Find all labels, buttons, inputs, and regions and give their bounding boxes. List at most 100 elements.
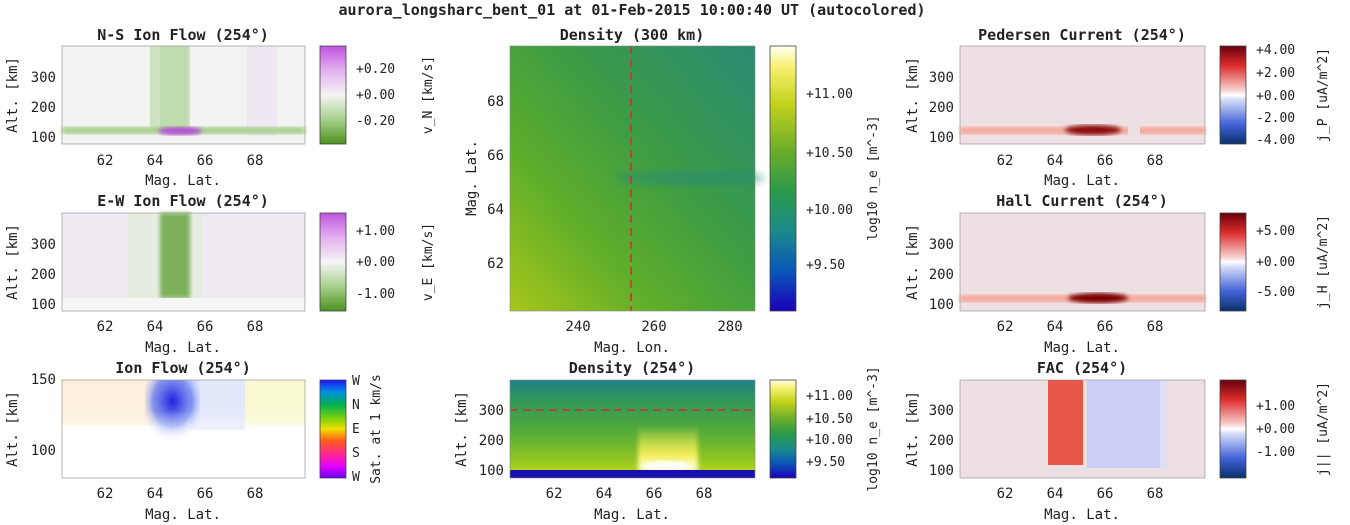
y-tick-label: 300	[929, 403, 954, 419]
y-tick-label: 300	[31, 70, 56, 86]
colorbar-tick: +9.50	[806, 455, 845, 470]
colorbar-tick: +5.00	[1256, 224, 1295, 239]
x-tick-label: 68	[1147, 319, 1164, 335]
colorbar: +1.00 +0.00 -1.00 v_E [km/s]	[319, 212, 436, 312]
colorbar-label: Sat. at 1 km/s	[369, 374, 384, 484]
y-tick-label: 300	[31, 237, 56, 253]
panel-density-300km: Density (300 km) 68 66 64 62 240 260 280…	[464, 26, 881, 356]
colorbar: +11.00 +10.50 +10.00 +9.50 log10 n_e [m^…	[769, 366, 881, 492]
x-axis-label: Mag. Lat.	[145, 340, 221, 356]
colorbar-tick: N	[352, 398, 360, 413]
y-tick-label: 100	[31, 443, 56, 459]
x-tick-label: 66	[1097, 153, 1114, 169]
x-tick-label: 64	[147, 319, 164, 335]
x-axis-label: Mag. Lat.	[594, 507, 670, 523]
y-tick-label: 200	[31, 100, 56, 116]
colorbar-tick: +0.00	[1256, 255, 1295, 270]
colorbar-tick: S	[352, 446, 360, 461]
colorbar-label: log10 n_e [m^-3]	[866, 115, 881, 240]
heatmap-field	[62, 46, 305, 144]
panel-hall-current: Hall Current (254°) 300 200 100 62 64 66…	[905, 192, 1331, 356]
y-axis-label: Alt. [km]	[454, 391, 470, 467]
colorbar: +1.00 +0.00 -1.00 j|| [uA/m^2]	[1219, 379, 1331, 479]
y-axis-label: Alt. [km]	[5, 224, 21, 300]
y-axis-label: Alt. [km]	[905, 57, 921, 133]
figure-title: aurora_longsharc_bent_01 at 01-Feb-2015 …	[339, 1, 926, 19]
y-tick-label: 62	[487, 256, 504, 272]
x-tick-label: 62	[997, 486, 1014, 502]
colorbar-tick: W	[352, 374, 360, 389]
x-tick-label: 68	[1147, 486, 1164, 502]
panel-ion-flow: Ion Flow (254°) 150 100 62 64 66 68 Mag.…	[5, 359, 384, 523]
panel-title: E-W Ion Flow (254°)	[97, 192, 269, 210]
x-tick-label: 240	[565, 319, 590, 335]
colorbar-tick: -1.00	[1256, 445, 1295, 460]
colorbar-tick: +10.00	[806, 203, 853, 218]
colorbar-tick: +4.00	[1256, 43, 1295, 58]
x-axis-label: Mag. Lat.	[145, 173, 221, 189]
y-ticks: 300 200 100	[929, 70, 954, 146]
panel-title: Density (254°)	[569, 359, 695, 377]
x-ticks: 62 64 66 68	[546, 486, 713, 502]
y-ticks: 300 200 100	[479, 403, 504, 479]
x-tick-label: 62	[997, 319, 1014, 335]
colorbar-tick: -5.00	[1256, 285, 1295, 300]
x-tick-label: 64	[1047, 319, 1064, 335]
colorbar: W N E S W Sat. at 1 km/s	[319, 374, 384, 485]
heatmap-field	[960, 46, 1205, 144]
colorbar-label: j_H [uA/m^2]	[1316, 215, 1331, 309]
y-tick-label: 200	[929, 100, 954, 116]
panel-fac: FAC (254°) 300 200 100 62 64 66 68 Mag. …	[905, 359, 1331, 523]
colorbar-label: j_P [uA/m^2]	[1316, 48, 1331, 142]
x-tick-label: 62	[97, 319, 114, 335]
colorbar-tick: W	[352, 470, 360, 485]
x-axis-label: Mag. Lat.	[1044, 340, 1120, 356]
y-ticks: 150 100	[31, 372, 56, 459]
x-ticks: 240 260 280	[565, 319, 742, 335]
x-tick-label: 66	[1097, 486, 1114, 502]
colorbar-tick: +0.20	[356, 62, 395, 77]
heatmap-field	[960, 213, 1205, 311]
x-tick-label: 62	[546, 486, 563, 502]
x-tick-label: 62	[97, 153, 114, 169]
panel-title: FAC (254°)	[1037, 359, 1127, 377]
x-axis-label: Mag. Lat.	[145, 507, 221, 523]
x-tick-label: 64	[1047, 153, 1064, 169]
panel-title: Density (300 km)	[560, 26, 705, 44]
y-tick-label: 200	[31, 267, 56, 283]
colorbar-tick: -1.00	[356, 287, 395, 302]
heatmap-field	[62, 380, 305, 478]
x-tick-label: 68	[247, 153, 264, 169]
x-axis-label: Mag. Lon.	[594, 340, 670, 356]
y-tick-label: 100	[31, 297, 56, 313]
colorbar-tick: +11.00	[806, 87, 853, 102]
x-tick-label: 64	[147, 486, 164, 502]
colorbar-tick: -0.20	[356, 114, 395, 129]
x-ticks: 62 64 66 68	[997, 486, 1164, 502]
heatmap-field	[960, 380, 1205, 478]
colorbar-tick: +10.00	[806, 433, 853, 448]
y-tick-label: 100	[479, 463, 504, 479]
x-tick-label: 68	[1147, 153, 1164, 169]
panel-density-254: Density (254°) 300 200 100 62 64 66 68 M…	[454, 359, 881, 523]
x-tick-label: 66	[1097, 319, 1114, 335]
x-tick-label: 68	[247, 486, 264, 502]
x-tick-label: 62	[997, 153, 1014, 169]
panel-title: Pedersen Current (254°)	[978, 26, 1186, 44]
x-tick-label: 66	[646, 486, 663, 502]
panel-ew-ion-flow: E-W Ion Flow (254°) 300 200 100 62 64 66…	[5, 192, 436, 356]
colorbar-tick: +0.00	[1256, 89, 1295, 104]
colorbar-label: log10 n_e [m^-3]	[866, 366, 881, 491]
x-tick-label: 64	[1047, 486, 1064, 502]
x-tick-label: 62	[97, 486, 114, 502]
colorbar-tick: +0.00	[356, 255, 395, 270]
panel-ns-ion-flow: N-S Ion Flow (254°) 300 200 100 62 64 66…	[5, 26, 436, 189]
y-tick-label: 300	[929, 237, 954, 253]
y-ticks: 300 200 100	[929, 237, 954, 313]
panel-pedersen-current: Pedersen Current (254°) 300 200 100 62 6…	[905, 26, 1331, 189]
y-tick-label: 66	[487, 148, 504, 164]
x-tick-label: 260	[641, 319, 666, 335]
x-tick-label: 66	[197, 153, 214, 169]
x-tick-label: 68	[696, 486, 713, 502]
